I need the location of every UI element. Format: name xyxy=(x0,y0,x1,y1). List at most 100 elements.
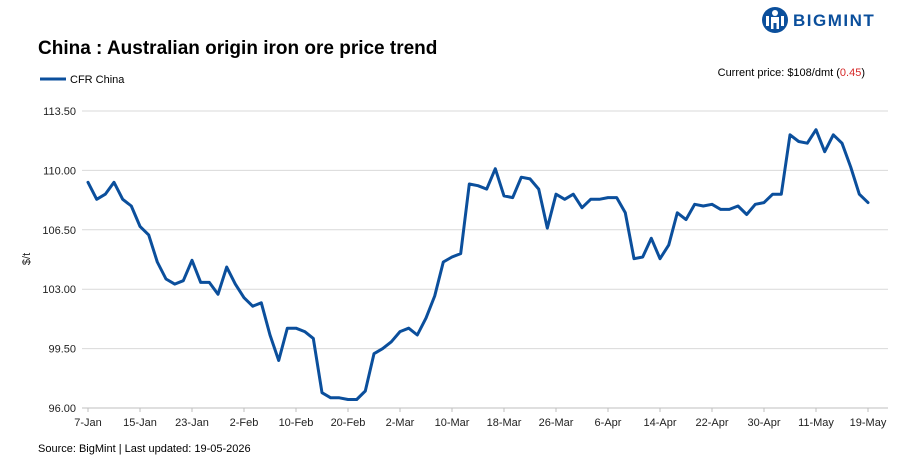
x-tick-label: 11-May xyxy=(798,417,834,429)
series-layer xyxy=(86,128,870,401)
data-point xyxy=(260,301,263,304)
data-point xyxy=(286,327,289,330)
data-point xyxy=(190,259,194,262)
data-point xyxy=(468,182,471,186)
data-point xyxy=(433,294,436,298)
data-point xyxy=(372,352,376,355)
x-tick-label: 2-Feb xyxy=(230,417,259,429)
data-point xyxy=(546,226,549,230)
data-point xyxy=(251,304,254,308)
current-price: Current price: $108/dmt (0.45) xyxy=(718,67,865,79)
data-point xyxy=(511,196,514,199)
data-point xyxy=(277,359,280,362)
data-point xyxy=(719,208,722,211)
data-point xyxy=(641,255,644,259)
data-point xyxy=(806,142,809,145)
current-price-label: Current price: $108/dmt ( xyxy=(718,67,841,79)
data-point xyxy=(424,316,428,320)
data-point xyxy=(598,198,601,201)
data-point xyxy=(745,213,748,216)
data-point xyxy=(320,391,324,394)
data-point xyxy=(788,133,792,136)
x-tick-label: 6-Apr xyxy=(595,417,622,429)
data-point xyxy=(459,252,462,255)
data-point xyxy=(104,192,107,196)
data-point xyxy=(156,260,159,264)
data-point xyxy=(502,194,506,198)
data-point xyxy=(407,327,410,330)
data-point xyxy=(684,218,688,221)
data-point xyxy=(554,192,558,196)
data-point xyxy=(667,243,670,247)
data-point xyxy=(86,181,90,184)
x-tick-label: 14-Apr xyxy=(643,417,676,429)
legend: CFR China xyxy=(40,74,125,86)
data-point xyxy=(112,181,116,184)
data-point xyxy=(234,282,237,286)
current-price-close: ) xyxy=(861,67,865,79)
y-axis-label: $/t xyxy=(21,253,33,265)
data-point xyxy=(338,396,341,400)
data-point xyxy=(355,398,358,401)
x-tick-label: 15-Jan xyxy=(123,417,157,429)
data-point xyxy=(528,177,532,181)
data-point xyxy=(650,237,653,240)
data-point xyxy=(780,192,783,196)
data-point xyxy=(182,279,185,282)
data-point xyxy=(225,265,228,269)
y-tick-label: 106.50 xyxy=(42,225,76,237)
data-point xyxy=(208,281,211,284)
x-tick-label: 30-Apr xyxy=(747,417,780,429)
x-tick-label: 10-Mar xyxy=(435,417,470,429)
data-point xyxy=(381,347,384,350)
data-point xyxy=(164,277,168,281)
y-tick-label: 99.50 xyxy=(48,344,76,356)
data-point xyxy=(823,150,826,153)
y-tick-label: 103.00 xyxy=(42,284,76,296)
data-point xyxy=(138,225,142,228)
data-point xyxy=(442,260,445,264)
data-point xyxy=(606,196,610,199)
data-point xyxy=(589,198,592,201)
data-point xyxy=(95,198,98,201)
data-point xyxy=(693,203,696,206)
data-point xyxy=(676,211,679,215)
data-point xyxy=(572,192,575,196)
x-tick-label: 2-Mar xyxy=(386,417,415,429)
data-point xyxy=(346,398,350,401)
brand-name: BIGMINT xyxy=(793,11,875,30)
x-tick-label: 23-Jan xyxy=(175,417,209,429)
data-point xyxy=(710,203,714,206)
data-point xyxy=(832,133,835,136)
data-point xyxy=(416,333,419,337)
data-point xyxy=(303,330,306,333)
data-point xyxy=(294,327,298,330)
data-point xyxy=(615,196,618,199)
data-point xyxy=(364,389,367,393)
source-note: Source: BigMint | Last updated: 19-05-20… xyxy=(38,443,251,455)
data-point xyxy=(390,340,393,344)
data-point xyxy=(242,296,246,299)
data-point xyxy=(866,201,870,204)
data-point xyxy=(624,211,627,215)
data-point xyxy=(702,204,705,208)
data-point xyxy=(147,233,150,237)
data-point xyxy=(199,281,202,284)
data-point xyxy=(814,128,818,131)
data-point xyxy=(494,167,497,170)
data-point xyxy=(658,257,662,260)
y-tick-label: 113.50 xyxy=(43,106,76,118)
x-tick-label: 22-Apr xyxy=(695,417,728,429)
data-point xyxy=(398,330,402,333)
y-tick-labels: 96.00 99.50 103.00 106.50 110.00 113.50 xyxy=(42,106,76,415)
data-point xyxy=(840,142,844,145)
data-point xyxy=(216,293,220,296)
data-point xyxy=(329,396,332,400)
x-tick-label: 7-Jan xyxy=(74,417,102,429)
data-point xyxy=(268,333,272,337)
y-tick-label: 96.00 xyxy=(48,403,76,415)
x-tick-labels: 7-Jan 15-Jan 23-Jan 2-Feb 10-Feb 20-Feb 2-Mar 1… xyxy=(74,408,887,429)
data-point xyxy=(580,206,584,209)
chart-title: China : Australian origin iron ore price… xyxy=(38,38,437,59)
